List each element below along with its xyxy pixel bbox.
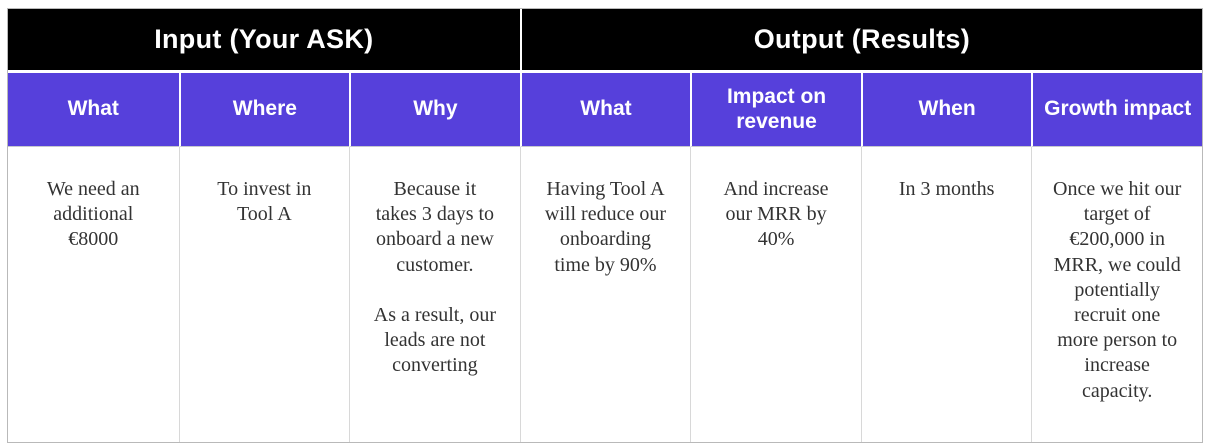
cell-when: In 3 months <box>860 147 1032 442</box>
column-header-what-input: What <box>8 73 179 147</box>
cell-growth-impact: Once we hit our target of €200,000 in MR… <box>1031 147 1202 442</box>
column-header-growth-impact: Growth impact <box>1031 73 1202 147</box>
cell-what-output: Having Tool A will reduce our onboarding… <box>519 147 691 442</box>
column-header-impact-on-revenue: Impact on revenue <box>690 73 861 147</box>
column-header-why: Why <box>349 73 520 147</box>
ask-output-table-grid: Input (Your ASK) Output (Results) What W… <box>8 9 1202 442</box>
cell-where: To invest in Tool A <box>178 147 350 442</box>
cell-why: Because it takes 3 days to onboard a new… <box>349 147 520 442</box>
group-header-row: Input (Your ASK) Output (Results) <box>8 9 1202 73</box>
column-header-where: Where <box>178 73 350 147</box>
column-header-row: What Where Why What Impact on revenue Wh… <box>8 73 1202 147</box>
group-header-output: Output (Results) <box>519 9 1202 73</box>
column-header-what-output: What <box>519 73 691 147</box>
column-header-when: When <box>860 73 1032 147</box>
cell-impact-on-revenue: And increase our MRR by 40% <box>690 147 861 442</box>
cell-what-input: We need an additional €8000 <box>8 147 179 442</box>
group-header-input: Input (Your ASK) <box>8 9 520 73</box>
table-row: We need an additional €8000 To invest in… <box>8 147 1202 442</box>
ask-output-table: Input (Your ASK) Output (Results) What W… <box>7 8 1203 443</box>
